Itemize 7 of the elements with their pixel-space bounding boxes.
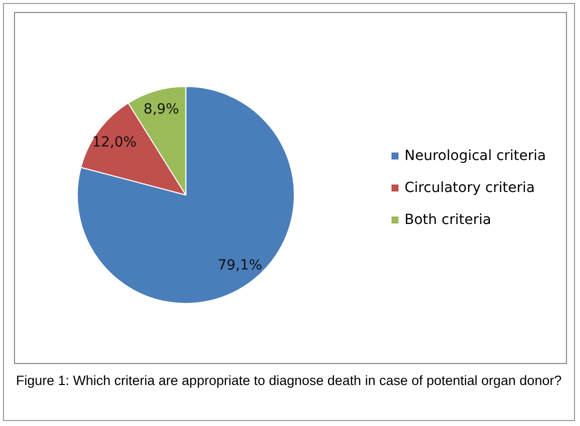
data-label: 12,0%: [92, 134, 137, 150]
legend-label: Circulatory criteria: [404, 180, 535, 196]
data-label: 79,1%: [218, 257, 262, 274]
legend-label: Neurological criteria: [404, 148, 546, 164]
legend-label: Both criteria: [404, 212, 492, 228]
data-label: 8,9%: [144, 102, 180, 118]
caption: Figure 1: Which criteria are appropriate to diagnose death in case of potential organ donor?: [16, 372, 563, 389]
